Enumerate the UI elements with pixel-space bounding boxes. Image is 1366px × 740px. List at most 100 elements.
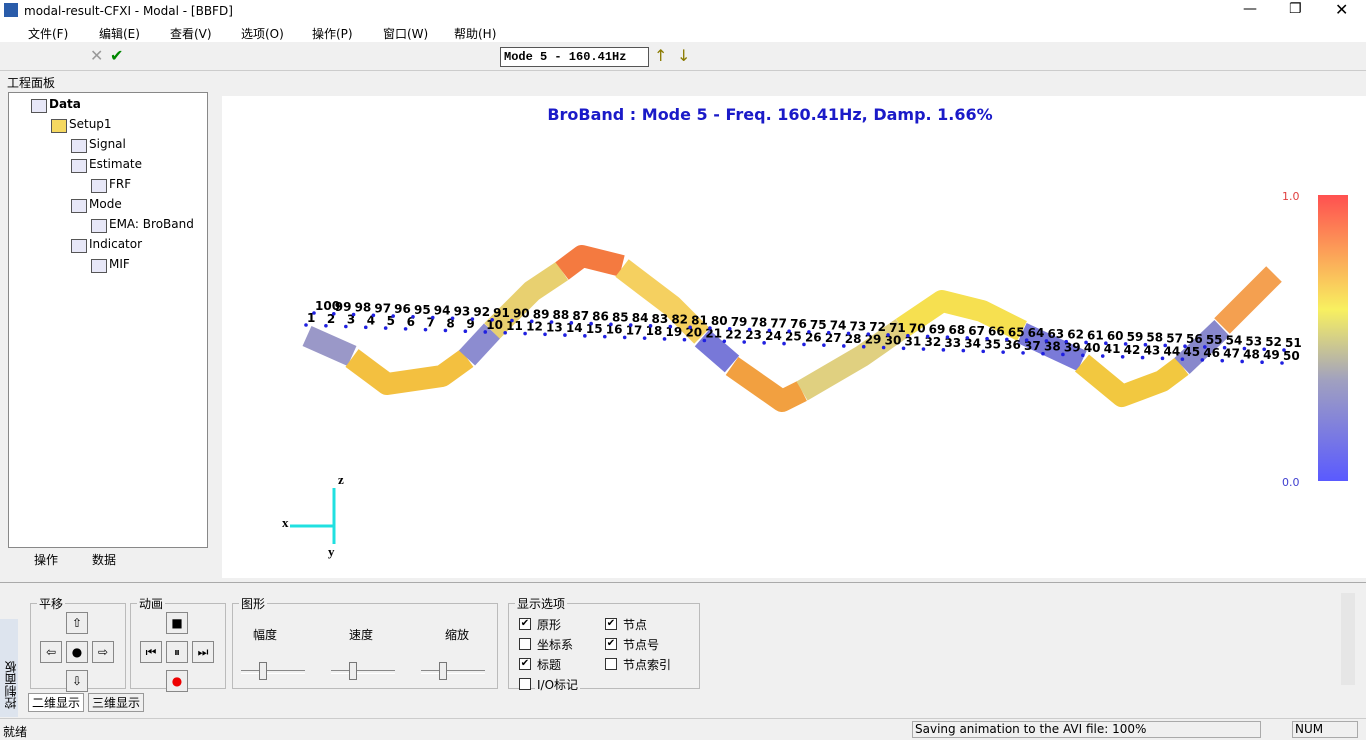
- pan-up[interactable]: ⇧: [66, 612, 88, 634]
- node-label: 47: [1223, 347, 1240, 361]
- panel-tab[interactable]: 数据: [92, 553, 117, 567]
- menu-item[interactable]: 帮助(H): [454, 27, 497, 41]
- slider[interactable]: [241, 670, 305, 674]
- tree-label[interactable]: EMA: BroBand: [109, 217, 194, 231]
- control-tab[interactable]: 二维显示: [28, 693, 85, 712]
- node: [1100, 354, 1105, 358]
- node: [945, 335, 950, 339]
- group-title: 动画: [137, 595, 166, 612]
- node: [1104, 341, 1108, 346]
- stop[interactable]: ■: [166, 612, 188, 634]
- tree-label[interactable]: Mode: [89, 197, 122, 211]
- pan-center[interactable]: ●: [66, 641, 88, 663]
- node-label: 29: [865, 333, 882, 347]
- checkbox[interactable]: [605, 658, 617, 670]
- slider-thumb[interactable]: [349, 662, 357, 680]
- checkbox[interactable]: ✔: [605, 638, 617, 650]
- menu-item[interactable]: 编辑(E): [99, 27, 140, 41]
- node-label: 52: [1265, 335, 1282, 349]
- node-label: 30: [885, 333, 902, 347]
- node: [1084, 340, 1088, 345]
- tree-label[interactable]: Indicator: [89, 237, 143, 251]
- tree-label[interactable]: Estimate: [89, 157, 143, 171]
- node: [490, 317, 494, 322]
- node-label: 25: [785, 330, 802, 344]
- first[interactable]: ⏮: [140, 641, 162, 663]
- node-label: 17: [626, 323, 643, 337]
- slider[interactable]: [331, 670, 395, 674]
- menu-item[interactable]: 查看(V): [170, 27, 212, 41]
- node-label: 72: [869, 320, 886, 334]
- minimize[interactable]: —: [1243, 1, 1257, 17]
- node: [363, 325, 368, 330]
- checkbox[interactable]: [519, 638, 531, 650]
- tree-label[interactable]: FRF: [109, 177, 132, 191]
- tree-label[interactable]: Data: [49, 97, 81, 111]
- slider-label: 速度: [347, 626, 376, 643]
- mode-down[interactable]: ↓: [677, 46, 691, 65]
- mode-up[interactable]: ↑: [654, 46, 668, 65]
- menu-item[interactable]: 文件(F): [28, 27, 69, 41]
- node: [886, 333, 890, 337]
- pan-group: 平移 ⇧ ⇦ ● ⇨ ⇩: [30, 595, 126, 692]
- pan-down[interactable]: ⇩: [66, 670, 88, 692]
- node: [1081, 353, 1085, 358]
- pan-right[interactable]: ⇨: [92, 641, 114, 663]
- node-label: 79: [731, 315, 748, 329]
- menu-item[interactable]: 选项(O): [241, 27, 284, 41]
- node: [767, 328, 772, 333]
- node: [925, 334, 930, 339]
- deformed-surface: [302, 245, 1282, 412]
- tree-icon: [31, 99, 47, 113]
- control-tab[interactable]: 三维显示: [88, 693, 145, 712]
- node: [1120, 354, 1125, 359]
- slider[interactable]: [421, 670, 485, 674]
- graphics-group: 图形 幅度 速度 缩放: [232, 595, 498, 689]
- node-label: 78: [751, 316, 768, 330]
- checkbox[interactable]: ✔: [519, 618, 531, 630]
- slider-thumb[interactable]: [439, 662, 447, 680]
- app-icon: [4, 3, 18, 17]
- node-label: 87: [572, 309, 589, 323]
- last[interactable]: ⏭: [192, 641, 214, 663]
- node: [787, 329, 791, 333]
- node-label: 77: [770, 316, 787, 330]
- node: [682, 337, 687, 342]
- panel-tab[interactable]: 操作: [34, 553, 59, 567]
- node: [304, 323, 308, 327]
- node: [1001, 350, 1005, 354]
- menu-item[interactable]: 操作(P): [312, 27, 353, 41]
- node-label: 60: [1107, 329, 1124, 343]
- node: [642, 336, 647, 340]
- slider-thumb[interactable]: [259, 662, 267, 680]
- node-label: 39: [1064, 340, 1081, 354]
- mode-select[interactable]: Mode 5 - 160.41Hz: [500, 47, 649, 67]
- checkbox[interactable]: ✔: [605, 618, 617, 630]
- apply[interactable]: ✔: [110, 46, 124, 65]
- document-tabs: FRFODS FDMIFBBFD Syn.MACBBFDBBFD: [222, 72, 1366, 168]
- delete[interactable]: ✕: [90, 46, 104, 65]
- tree-label[interactable]: Signal: [89, 137, 126, 151]
- close[interactable]: ✕: [1335, 0, 1349, 19]
- axis-y: y: [328, 544, 335, 559]
- node-label: 63: [1047, 327, 1064, 341]
- node-layer: 1 2 3 4 5 6 7 8 9 10 11 12 13 14 15 16 17 18 19 20 21 22 23 24 2…: [304, 299, 1302, 365]
- node: [443, 328, 448, 333]
- menu-item[interactable]: 窗口(W): [383, 27, 429, 41]
- checkbox[interactable]: ✔: [519, 658, 531, 670]
- tree-label[interactable]: MIF: [109, 257, 130, 271]
- scrollbar[interactable]: [1341, 593, 1355, 685]
- checkbox[interactable]: [519, 678, 531, 690]
- node-label: 59: [1127, 330, 1144, 344]
- pan-left[interactable]: ⇦: [40, 641, 62, 663]
- tree-label[interactable]: Setup1: [69, 117, 112, 131]
- pause[interactable]: ⏸: [166, 641, 188, 663]
- status-num: NUM: [1292, 721, 1358, 738]
- option-label: 标题: [535, 656, 564, 673]
- node: [1200, 358, 1205, 362]
- record[interactable]: ●: [166, 670, 188, 692]
- maximize[interactable]: ❐: [1289, 1, 1302, 17]
- node: [941, 348, 946, 352]
- node-label: 69: [929, 322, 946, 336]
- project-tree: Data Setup1 Signal Estimate FRF Mode EMA: BroB…: [8, 92, 208, 548]
